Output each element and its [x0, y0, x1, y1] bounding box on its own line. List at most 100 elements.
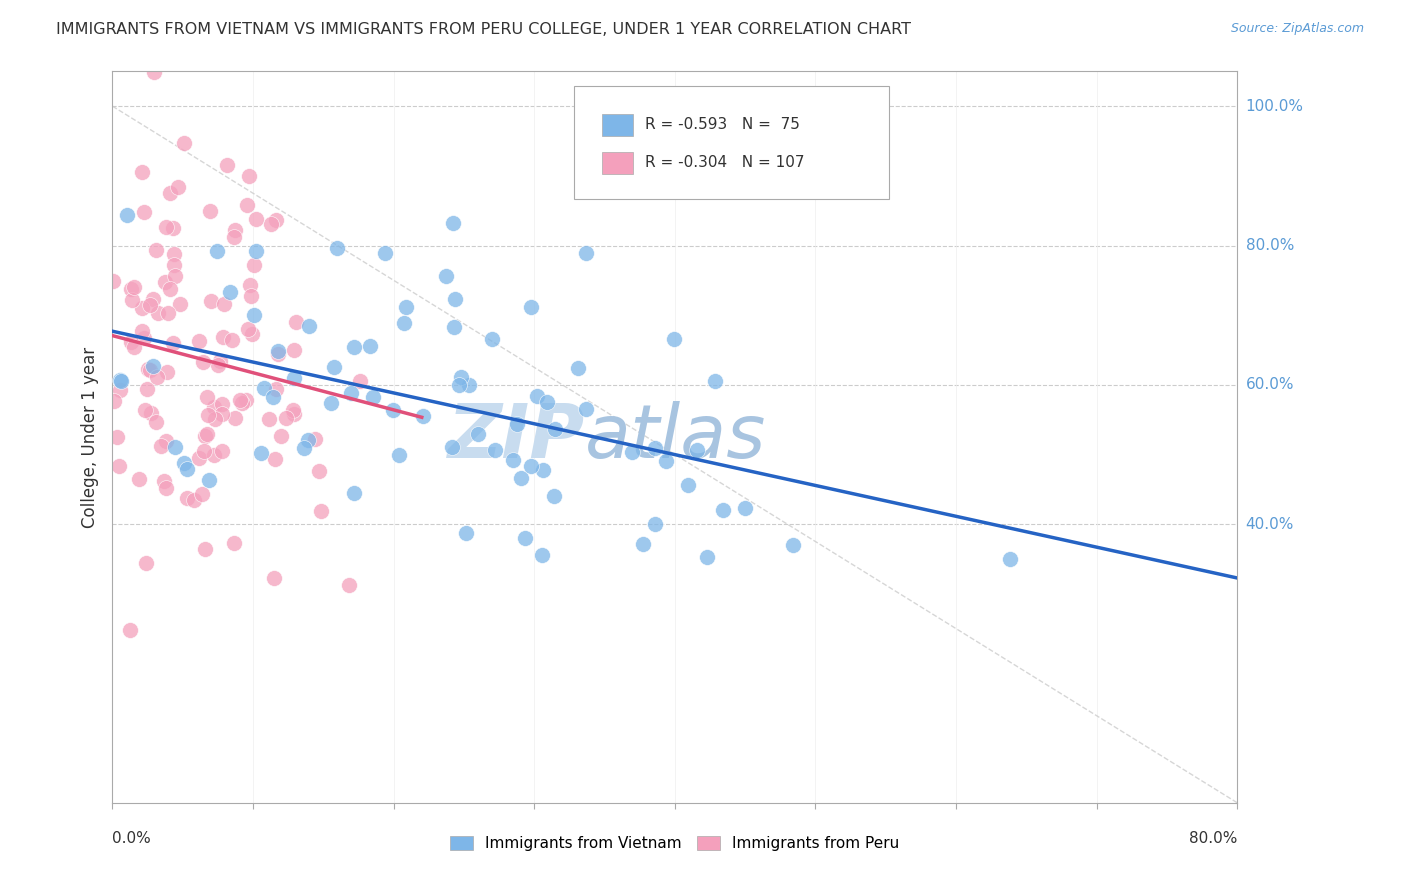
Point	[173, 136, 195, 150]
Point	[103, 393, 125, 408]
Text: 40.0%: 40.0%	[1246, 516, 1294, 532]
Point	[450, 370, 472, 384]
Point	[531, 549, 554, 563]
Point	[339, 386, 361, 401]
Point	[108, 373, 131, 387]
Point	[139, 363, 162, 377]
Point	[124, 280, 146, 294]
Point	[191, 355, 214, 369]
Point	[304, 432, 326, 446]
Point	[204, 411, 226, 425]
Point	[207, 358, 229, 372]
Point	[107, 459, 129, 474]
Point	[211, 397, 233, 411]
Point	[242, 308, 264, 322]
Text: Source: ZipAtlas.com: Source: ZipAtlas.com	[1230, 22, 1364, 36]
Point	[105, 430, 128, 444]
Point	[245, 212, 267, 227]
Point	[214, 297, 236, 311]
Point	[264, 452, 287, 467]
Bar	[602, 114, 633, 136]
Text: 80.0%: 80.0%	[1246, 238, 1294, 253]
Point	[188, 450, 211, 465]
Point	[202, 448, 225, 462]
Point	[520, 300, 543, 314]
Point	[145, 369, 167, 384]
Point	[481, 332, 503, 346]
Point	[145, 415, 167, 429]
Point	[544, 422, 567, 436]
Text: R = -0.304   N = 107: R = -0.304 N = 107	[644, 155, 804, 170]
Point	[654, 454, 676, 468]
Point	[526, 389, 548, 403]
Point	[162, 220, 184, 235]
Point	[575, 402, 598, 417]
Point	[285, 315, 308, 329]
Point	[198, 473, 221, 487]
Point	[484, 442, 506, 457]
Point	[110, 374, 132, 388]
Point	[243, 258, 266, 272]
Point	[135, 557, 157, 571]
Point	[131, 324, 153, 338]
Point	[713, 502, 735, 516]
Point	[394, 300, 416, 314]
Point	[117, 208, 139, 222]
Text: 80.0%: 80.0%	[1189, 831, 1237, 846]
Point	[515, 531, 537, 545]
Point	[283, 407, 305, 421]
Point	[297, 434, 319, 448]
Point	[159, 282, 181, 296]
Point	[128, 472, 150, 486]
Y-axis label: College, Under 1 year: College, Under 1 year	[80, 346, 98, 528]
Text: atlas: atlas	[585, 401, 766, 473]
Point	[292, 441, 315, 455]
Point	[686, 442, 709, 457]
Point	[239, 289, 262, 303]
Point	[440, 440, 463, 454]
Point	[502, 453, 524, 467]
Text: R = -0.593   N =  75: R = -0.593 N = 75	[644, 117, 800, 132]
Point	[215, 158, 238, 172]
Point	[229, 392, 252, 407]
Point	[349, 374, 371, 388]
Point	[143, 64, 166, 78]
Point	[434, 268, 457, 283]
Point	[159, 186, 181, 200]
Point	[734, 501, 756, 516]
Point	[644, 516, 666, 531]
Point	[703, 374, 725, 388]
Point	[118, 623, 141, 637]
Point	[145, 243, 167, 257]
Point	[224, 536, 246, 550]
Bar	[602, 152, 633, 174]
Text: 100.0%: 100.0%	[1246, 99, 1303, 113]
Point	[121, 282, 143, 296]
Point	[262, 391, 284, 405]
Text: IMMIGRANTS FROM VIETNAM VS IMMIGRANTS FROM PERU COLLEGE, UNDER 1 YEAR CORRELATIO: IMMIGRANTS FROM VIETNAM VS IMMIGRANTS FR…	[56, 22, 911, 37]
Point	[198, 203, 221, 218]
Point	[644, 442, 666, 456]
Text: 0.0%: 0.0%	[112, 831, 152, 846]
Point	[202, 400, 225, 414]
Point	[536, 395, 558, 409]
Point	[337, 578, 360, 592]
Point	[194, 429, 217, 443]
Point	[122, 340, 145, 354]
Point	[782, 538, 804, 552]
Point	[361, 390, 384, 404]
Point	[157, 306, 180, 320]
Point	[167, 180, 190, 194]
Point	[136, 382, 159, 396]
Point	[238, 321, 260, 335]
Point	[193, 444, 215, 458]
Point	[231, 396, 253, 410]
Point	[567, 361, 589, 376]
Point	[662, 332, 685, 346]
Point	[319, 395, 342, 409]
Text: 60.0%: 60.0%	[1246, 377, 1294, 392]
Point	[146, 305, 169, 319]
Point	[134, 403, 156, 417]
Point	[194, 542, 217, 557]
Legend: Immigrants from Vietnam, Immigrants from Peru: Immigrants from Vietnam, Immigrants from…	[444, 830, 905, 857]
